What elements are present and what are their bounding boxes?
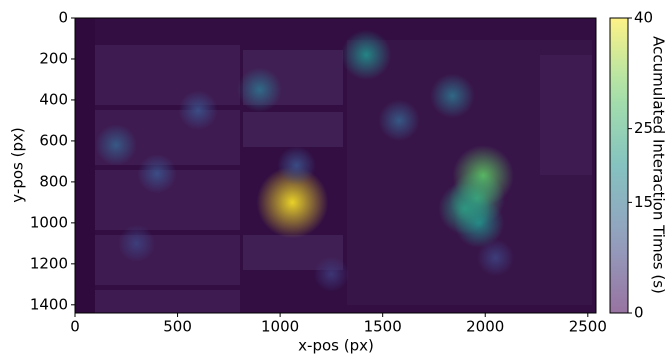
colorbar-tick-label: 0 [634, 304, 644, 322]
x-tick-label: 1500 [364, 318, 402, 336]
hotspot [237, 67, 282, 112]
y-axis-label: y-pos (px) [9, 127, 27, 202]
hotspot [179, 91, 218, 130]
hotspot [118, 225, 155, 262]
x-tick-label: 500 [163, 318, 192, 336]
y-tick-label: 0 [58, 9, 68, 27]
hotspot [439, 182, 491, 234]
hotspot [430, 74, 475, 119]
hotspot [341, 30, 391, 80]
y-tick-label: 600 [39, 131, 68, 149]
x-tick-label: 0 [70, 318, 80, 336]
colorbar-label: Accumulated Interaction Times (s) [650, 36, 668, 294]
y-tick-label: 1400 [30, 295, 68, 313]
y-tick-label: 200 [39, 49, 68, 67]
x-tick-label: 1000 [261, 318, 299, 336]
colorbar-tick-label: 40 [634, 9, 653, 27]
x-axis-label: x-pos (px) [298, 337, 374, 355]
hotspot [95, 124, 136, 165]
y-tick-label: 400 [39, 90, 68, 108]
hotspot [314, 256, 350, 292]
hotspot [378, 100, 419, 141]
colorbar [610, 18, 628, 313]
x-tick-label: 2500 [569, 318, 607, 336]
chart: 0500100015002000250002004006008001000120… [0, 0, 668, 358]
y-tick-label: 1200 [30, 254, 68, 272]
y-tick-label: 800 [39, 172, 68, 190]
hotspot [477, 239, 514, 276]
hotspot [138, 154, 177, 193]
x-tick-label: 2000 [466, 318, 504, 336]
screenshot-backdrop [75, 18, 596, 313]
y-tick-label: 1000 [30, 213, 68, 231]
hotspot [277, 146, 316, 185]
